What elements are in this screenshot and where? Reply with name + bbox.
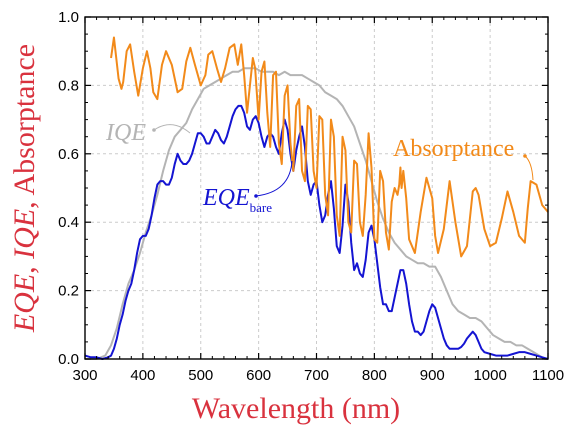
x-tick-label: 500 [188, 367, 213, 384]
y-axis-label-part: IQE [8, 209, 41, 260]
y-tick-label: 0.2 [58, 283, 79, 300]
eqe-bare-annotation: EQEbare [202, 185, 272, 215]
y-axis-label-part: , Absorptance [8, 44, 41, 209]
absorptance-annotation-arrowhead [523, 154, 527, 158]
x-axis-label: Wavelength (nm) [192, 392, 400, 425]
x-tick-label: 900 [420, 367, 445, 384]
series-annotations: Absorptance IQE EQEbare [105, 120, 534, 215]
eqe-bare-annotation-subscript: bare [250, 200, 273, 215]
x-tick-label: 1100 [532, 367, 564, 384]
iqe-annotation-arrow [153, 124, 191, 134]
x-tick-label: 800 [362, 367, 387, 384]
x-tick-label: 600 [246, 367, 271, 384]
y-tick-label: 0.6 [58, 146, 79, 163]
y-tick-label: 0.4 [58, 214, 79, 231]
eqe-bare-annotation-arrow [255, 160, 293, 197]
iqe-annotation: IQE [105, 120, 146, 146]
y-tick-label: 1.0 [58, 9, 79, 26]
x-tick-label: 300 [72, 367, 97, 384]
x-tick-label: 700 [304, 367, 329, 384]
x-tick-label: 400 [130, 367, 155, 384]
y-tick-labels: 0.0 0.2 0.4 0.6 0.8 1.0 [58, 9, 79, 368]
x-tick-label: 1000 [473, 367, 506, 384]
absorptance-annotation-text: Absorptance [393, 136, 514, 162]
eqe-bare-annotation-arrowhead [254, 194, 258, 198]
iqe-line [85, 67, 548, 360]
absorptance-annotation-arrow [524, 155, 534, 181]
y-axis-label-part: , [8, 259, 41, 274]
y-axis-label-part: EQE [8, 274, 41, 333]
iqe-annotation-text: IQE [105, 120, 146, 146]
absorptance-annotation: Absorptance [393, 136, 514, 162]
x-tick-labels: 300 400 500 600 700 800 900 1000 1100 [72, 367, 564, 384]
y-tick-label: 0.8 [58, 77, 79, 94]
iqe-annotation-arrowhead [152, 128, 156, 132]
absorptance-line [110, 36, 549, 258]
plot-area [84, 36, 549, 360]
eqe-bare-annotation-text: EQE [202, 185, 250, 211]
y-axis-label: EQE, IQE, Absorptance [8, 44, 41, 333]
axis-ticks [84, 16, 549, 360]
y-tick-label: 0.0 [58, 351, 79, 368]
